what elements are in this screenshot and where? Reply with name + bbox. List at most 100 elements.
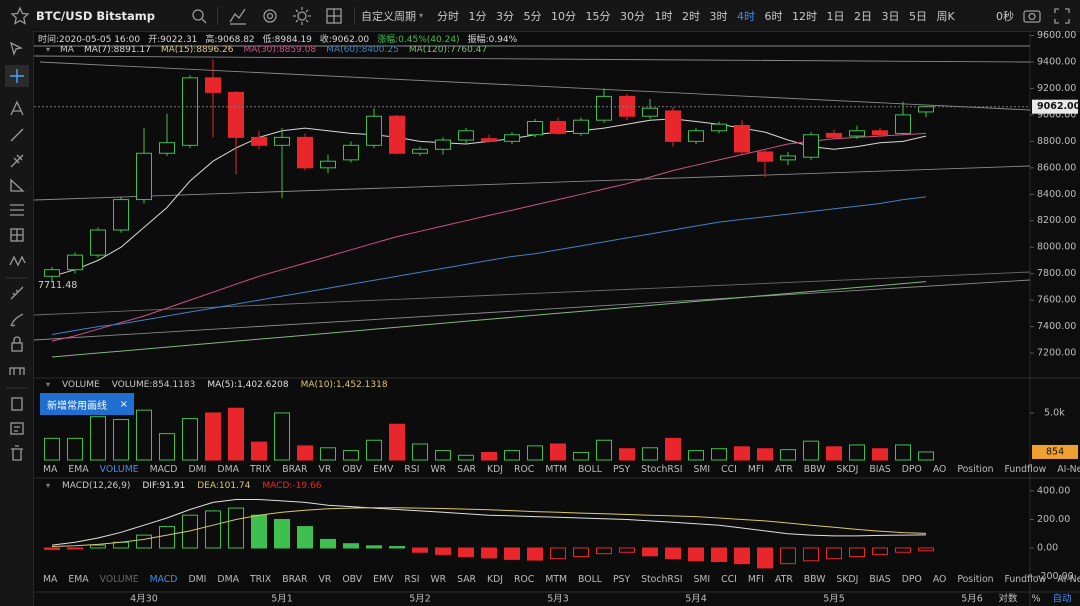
interval[interactable]: 5分 xyxy=(523,9,542,23)
indicator-tab[interactable]: MACD xyxy=(149,464,178,475)
indicator-tab[interactable]: MTM xyxy=(545,464,568,475)
manage-tool[interactable] xyxy=(10,422,24,435)
indicator-tab[interactable]: DMI xyxy=(188,464,207,475)
interval[interactable]: 1时 xyxy=(654,9,673,23)
indicator-tab[interactable]: DMI xyxy=(188,574,207,585)
indicator-tab[interactable]: OBV xyxy=(342,574,363,585)
indicator-tab[interactable]: Fundflow xyxy=(1004,574,1047,585)
indicator-tab[interactable]: Position xyxy=(957,464,994,475)
indicator-tab[interactable]: MFI xyxy=(747,464,765,475)
indicator-tab[interactable]: AI-NetVOL xyxy=(1057,464,1080,475)
indicator-tab[interactable]: MFI xyxy=(747,574,765,585)
favorite-icon[interactable] xyxy=(10,5,30,26)
indicator-tab[interactable]: VR xyxy=(318,464,332,475)
indicator-tab[interactable]: DMA xyxy=(217,464,239,475)
indicator-tab[interactable]: BOLL xyxy=(578,464,602,475)
interval[interactable]: 分时 xyxy=(436,9,459,23)
indicator-tab[interactable]: ROC xyxy=(514,464,535,475)
indicator-tab[interactable]: KDJ xyxy=(487,464,504,475)
indicator-tab[interactable]: CCI xyxy=(721,574,737,585)
indicator-tab[interactable]: EMA xyxy=(68,574,89,585)
indicator-tab[interactable]: SMI xyxy=(693,464,711,475)
indicator-tab[interactable]: MACD xyxy=(149,574,178,585)
indicator-tab[interactable]: KDJ xyxy=(487,574,504,585)
settings-icon[interactable] xyxy=(260,6,280,26)
axis-button[interactable]: 自动 xyxy=(1052,593,1071,605)
interval[interactable]: 3日 xyxy=(881,9,900,23)
cursor-tool[interactable] xyxy=(9,41,23,57)
indicator-tab[interactable]: TRIX xyxy=(249,464,272,475)
interval[interactable]: 1日 xyxy=(826,9,845,23)
search-icon[interactable] xyxy=(189,6,209,26)
ma-label[interactable]: MA xyxy=(60,45,74,55)
indicator-tab[interactable]: StochRSI xyxy=(641,574,683,585)
interval[interactable]: 周K xyxy=(936,9,955,23)
interval[interactable]: 3时 xyxy=(709,9,728,23)
layout-icon[interactable] xyxy=(324,6,344,26)
magnet-tool[interactable] xyxy=(9,367,25,375)
indicator-tab[interactable]: AI-NetVOL xyxy=(1057,574,1080,585)
indicator-tab[interactable]: BRAR xyxy=(282,574,308,585)
dropdown-arrow[interactable]: ▾ xyxy=(418,11,423,20)
template-tool[interactable] xyxy=(11,397,23,411)
indicator-tab[interactable]: BRAR xyxy=(282,464,308,475)
indicator-tab[interactable]: AO xyxy=(932,574,947,585)
interval[interactable]: 4时 xyxy=(736,9,755,23)
indicator-tab[interactable]: PSY xyxy=(612,464,631,475)
indicator-tab[interactable]: DPO xyxy=(901,574,922,585)
indicator-tab[interactable]: WR xyxy=(430,574,447,585)
indicator-tab[interactable]: StochRSI xyxy=(641,464,683,475)
indicator-tab[interactable]: EMA xyxy=(68,464,89,475)
interval[interactable]: 12时 xyxy=(791,9,817,23)
indicator-tab[interactable]: TRIX xyxy=(249,574,272,585)
interval[interactable]: 6时 xyxy=(764,9,783,23)
line-tool[interactable] xyxy=(10,128,24,142)
interval[interactable]: 1分 xyxy=(468,9,487,23)
indicator-tab[interactable]: VOLUME xyxy=(99,464,139,475)
rect-tool[interactable] xyxy=(10,228,24,242)
brush-tool[interactable] xyxy=(10,313,24,327)
symbol[interactable]: BTC/USD Bitstamp xyxy=(36,8,155,23)
indicator-tab[interactable]: WR xyxy=(430,464,447,475)
indicator-tab[interactable]: DPO xyxy=(901,464,922,475)
fib-tool[interactable] xyxy=(10,204,24,216)
camera-icon[interactable] xyxy=(1022,6,1042,26)
interval[interactable]: 15分 xyxy=(585,9,611,23)
indicator-icon[interactable] xyxy=(228,6,248,26)
indicator-tab[interactable]: MA xyxy=(43,574,58,585)
wave-tool[interactable] xyxy=(9,255,26,267)
interval[interactable]: 30分 xyxy=(619,9,645,23)
indicator-tab[interactable]: EMV xyxy=(373,574,394,585)
custom-period[interactable]: 自定义周期 xyxy=(360,9,416,23)
interval[interactable]: 2时 xyxy=(681,9,700,23)
indicator-tab[interactable]: EMV xyxy=(373,464,394,475)
collapse-arrow[interactable]: ▾ xyxy=(46,380,51,389)
delete-tool[interactable] xyxy=(11,445,23,461)
indicator-tab[interactable]: MA xyxy=(43,464,58,475)
indicator-tab[interactable]: BIAS xyxy=(869,574,891,585)
indicator-tab[interactable]: RSI xyxy=(404,464,420,475)
indicator-tab[interactable]: SAR xyxy=(457,464,477,475)
indicator-tab[interactable]: ROC xyxy=(514,574,535,585)
indicator-tab[interactable]: BBW xyxy=(803,574,826,585)
indicator-tab[interactable]: ATR xyxy=(775,574,793,585)
lock-tool[interactable] xyxy=(11,336,23,352)
indicator-tab[interactable]: SMI xyxy=(693,574,711,585)
indicator-tab[interactable]: OBV xyxy=(342,464,363,475)
indicator-tab[interactable]: BBW xyxy=(803,464,826,475)
ruler-tool[interactable] xyxy=(10,286,24,300)
interval[interactable]: 3分 xyxy=(495,9,514,23)
indicator-tab[interactable]: SAR xyxy=(457,574,477,585)
indicator-tab[interactable]: CCI xyxy=(721,464,737,475)
indicator-tab[interactable]: BOLL xyxy=(578,574,602,585)
interval[interactable]: 5日 xyxy=(908,9,927,23)
indicator-tab[interactable]: PSY xyxy=(612,574,631,585)
pitchfork-tool[interactable] xyxy=(10,154,24,168)
indicator-tab[interactable]: Position xyxy=(957,574,994,585)
text-tool[interactable] xyxy=(10,100,24,116)
indicator-tab[interactable]: SKDJ xyxy=(836,464,859,475)
indicator-tab[interactable]: SKDJ xyxy=(836,574,859,585)
theme-icon[interactable] xyxy=(292,6,312,26)
axis-button[interactable]: % xyxy=(1031,594,1040,605)
interval[interactable]: 10分 xyxy=(550,9,576,23)
